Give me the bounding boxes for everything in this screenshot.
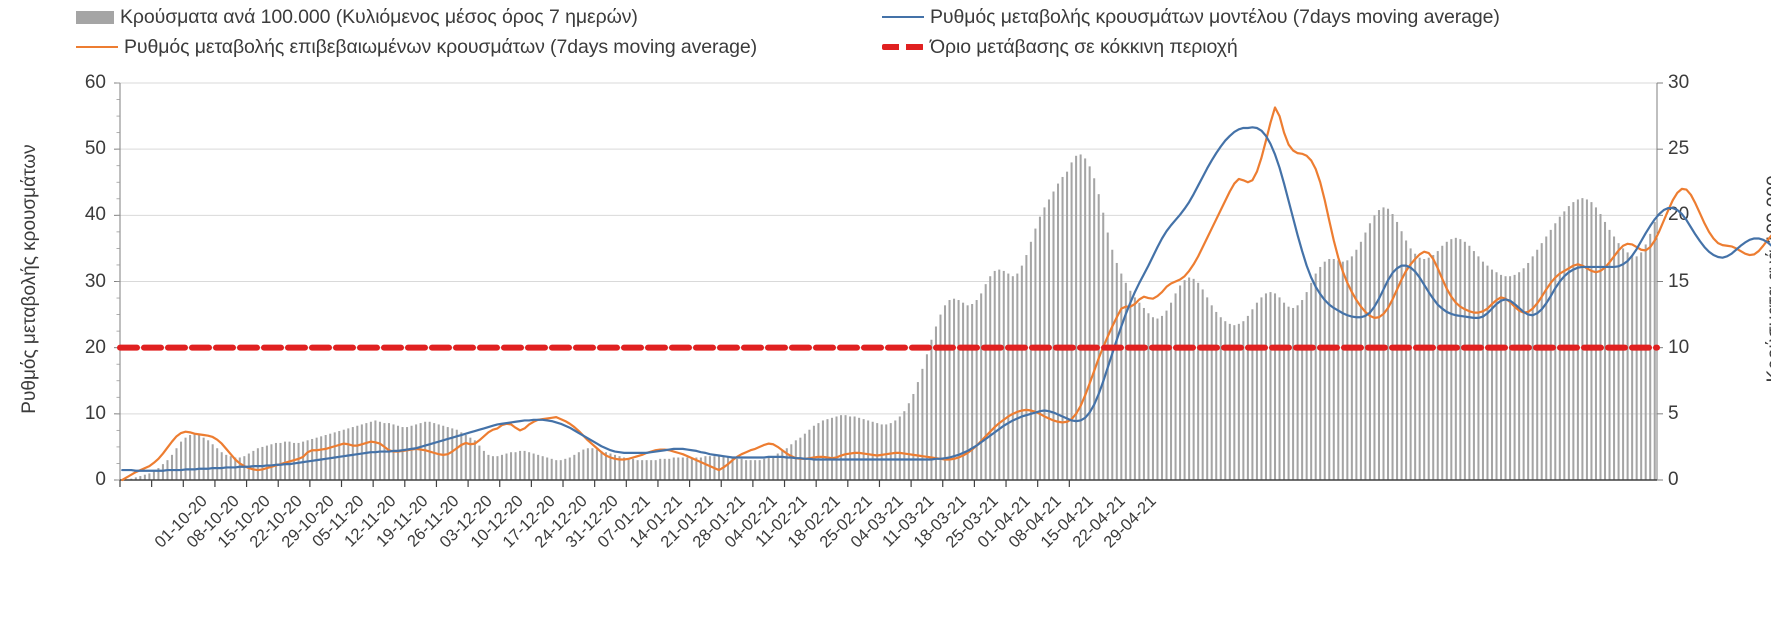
gridlines: [120, 82, 1657, 415]
line-confirmed-rate: [121, 106, 1771, 482]
y-right-tick-3: 15: [1668, 270, 1690, 292]
y-right-tick-1: 5: [1668, 402, 1679, 424]
red-dashed-swatch-icon: [882, 44, 924, 50]
legend-item-model-rate[interactable]: Ρυθμός μεταβολής κρουσμάτων μοντέλου (7d…: [882, 6, 1500, 29]
legend-label-threshold: Όριο μετάβασης σε κόκκινη περιοχή: [930, 36, 1238, 58]
y-right-tick-5: 25: [1668, 138, 1690, 160]
y-right-tick-6: 30: [1668, 72, 1690, 93]
legend-label-confirmed-rate: Ρυθμός μεταβολής επιβεβαιωμένων κρουσμάτ…: [124, 36, 758, 58]
y-left-tick-5: 50: [84, 138, 106, 160]
legend-item-confirmed-rate[interactable]: Ρυθμός μεταβολής επιβεβαιωμένων κρουσμάτ…: [76, 36, 757, 59]
legend-item-threshold[interactable]: Όριο μετάβασης σε κόκκινη περιοχή: [882, 36, 1238, 59]
legend-label-bars: Κρούσματα ανά 100.000 (Κυλιόμενος μέσος …: [120, 6, 638, 28]
x-tick-marks: [119, 480, 1070, 487]
bar-swatch-icon: [76, 11, 114, 24]
y-left-tick-3: 30: [84, 270, 106, 292]
y-left-tick-6: 60: [84, 72, 106, 93]
axis-lines: [114, 82, 1663, 481]
orange-line-swatch-icon: [76, 45, 118, 48]
chart-legend: Κρούσματα ανά 100.000 (Κυλιόμενος μέσος …: [0, 0, 1771, 66]
y-left-tick-4: 40: [84, 204, 106, 226]
line-model-rate: [121, 126, 1771, 472]
blue-line-swatch-icon: [882, 15, 924, 18]
y-right-tick-4: 20: [1668, 204, 1690, 226]
y-right-tick-0: 0: [1668, 469, 1679, 490]
legend-item-bars[interactable]: Κρούσματα ανά 100.000 (Κυλιόμενος μέσος …: [76, 6, 638, 29]
y-left-tick-0: 0: [95, 469, 106, 490]
y-left-tick-2: 20: [84, 336, 106, 358]
y-right-tick-2: 10: [1668, 336, 1690, 358]
bar-series: [130, 154, 1656, 481]
legend-label-model-rate: Ρυθμός μεταβολής κρουσμάτων μοντέλου (7d…: [930, 6, 1500, 28]
y-left-tick-1: 10: [84, 402, 106, 424]
